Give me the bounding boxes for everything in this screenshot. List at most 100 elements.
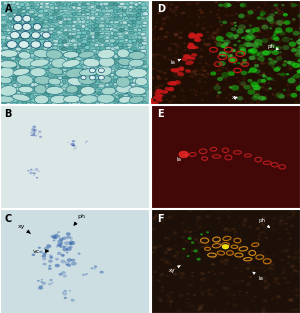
Circle shape xyxy=(234,25,237,27)
Circle shape xyxy=(198,225,203,229)
Ellipse shape xyxy=(114,9,118,13)
Ellipse shape xyxy=(7,41,17,49)
Ellipse shape xyxy=(185,61,194,65)
Ellipse shape xyxy=(75,146,77,149)
Circle shape xyxy=(226,228,232,232)
Circle shape xyxy=(287,281,292,284)
Ellipse shape xyxy=(63,52,79,58)
Circle shape xyxy=(226,3,230,6)
Circle shape xyxy=(156,53,160,56)
Circle shape xyxy=(210,139,212,141)
Ellipse shape xyxy=(3,95,8,98)
Circle shape xyxy=(291,20,294,22)
Circle shape xyxy=(246,20,248,21)
Ellipse shape xyxy=(77,94,82,97)
Ellipse shape xyxy=(124,83,128,86)
Ellipse shape xyxy=(114,79,118,83)
Circle shape xyxy=(62,248,68,251)
Ellipse shape xyxy=(128,73,133,76)
Ellipse shape xyxy=(86,73,91,77)
Circle shape xyxy=(217,9,220,11)
Circle shape xyxy=(248,35,256,40)
Circle shape xyxy=(168,47,171,49)
Ellipse shape xyxy=(126,101,133,105)
Ellipse shape xyxy=(177,72,184,76)
Circle shape xyxy=(38,285,41,287)
Ellipse shape xyxy=(59,82,64,86)
Circle shape xyxy=(251,113,253,115)
Ellipse shape xyxy=(1,90,6,95)
Circle shape xyxy=(194,249,198,252)
Circle shape xyxy=(69,243,73,245)
Circle shape xyxy=(249,24,251,26)
Ellipse shape xyxy=(29,32,35,35)
Circle shape xyxy=(226,292,231,295)
Circle shape xyxy=(254,61,257,63)
Ellipse shape xyxy=(59,46,65,49)
Ellipse shape xyxy=(33,36,40,39)
Circle shape xyxy=(165,184,167,185)
Circle shape xyxy=(29,172,33,174)
Ellipse shape xyxy=(30,131,32,133)
Circle shape xyxy=(250,81,259,87)
Circle shape xyxy=(216,195,220,197)
Ellipse shape xyxy=(131,88,138,91)
Circle shape xyxy=(231,49,235,52)
Ellipse shape xyxy=(136,94,141,98)
Ellipse shape xyxy=(133,42,136,45)
Ellipse shape xyxy=(128,80,134,83)
Ellipse shape xyxy=(7,58,11,61)
Circle shape xyxy=(85,273,88,275)
Ellipse shape xyxy=(113,75,118,79)
Circle shape xyxy=(292,155,293,156)
Ellipse shape xyxy=(143,38,147,41)
Circle shape xyxy=(169,8,171,9)
Ellipse shape xyxy=(136,16,141,20)
Ellipse shape xyxy=(67,66,71,69)
Ellipse shape xyxy=(56,31,62,34)
Ellipse shape xyxy=(25,21,29,24)
Ellipse shape xyxy=(95,102,99,106)
Circle shape xyxy=(247,128,249,129)
Ellipse shape xyxy=(17,54,21,58)
Ellipse shape xyxy=(62,80,66,84)
Circle shape xyxy=(263,280,267,283)
Circle shape xyxy=(202,273,205,275)
Ellipse shape xyxy=(90,42,96,46)
Circle shape xyxy=(216,37,220,39)
Circle shape xyxy=(166,1,170,3)
Ellipse shape xyxy=(154,92,160,96)
Circle shape xyxy=(222,67,224,68)
Circle shape xyxy=(228,86,233,89)
Circle shape xyxy=(153,246,158,249)
Circle shape xyxy=(222,64,225,66)
Ellipse shape xyxy=(86,31,90,35)
Ellipse shape xyxy=(124,53,128,56)
Ellipse shape xyxy=(0,21,7,25)
Ellipse shape xyxy=(2,88,6,91)
Circle shape xyxy=(266,30,269,32)
Ellipse shape xyxy=(118,62,124,65)
Ellipse shape xyxy=(34,95,49,104)
Circle shape xyxy=(183,221,185,222)
Circle shape xyxy=(295,294,299,297)
Ellipse shape xyxy=(62,95,68,99)
Circle shape xyxy=(260,221,264,224)
Circle shape xyxy=(32,134,35,136)
Circle shape xyxy=(267,34,268,36)
Ellipse shape xyxy=(104,32,111,35)
Ellipse shape xyxy=(44,102,49,105)
Ellipse shape xyxy=(5,81,11,84)
Ellipse shape xyxy=(6,103,10,106)
Circle shape xyxy=(188,195,190,197)
Ellipse shape xyxy=(115,92,119,95)
Ellipse shape xyxy=(34,58,40,60)
Ellipse shape xyxy=(142,75,147,79)
Ellipse shape xyxy=(73,94,78,98)
Ellipse shape xyxy=(26,91,32,94)
Ellipse shape xyxy=(182,58,188,61)
Ellipse shape xyxy=(29,91,36,94)
Circle shape xyxy=(290,274,292,275)
Circle shape xyxy=(164,35,168,38)
Circle shape xyxy=(267,82,270,85)
